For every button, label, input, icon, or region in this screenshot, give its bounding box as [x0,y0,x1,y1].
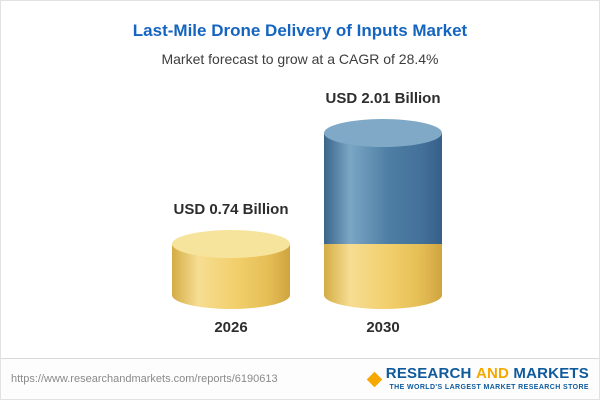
cylinder-2030 [324,119,442,309]
cylinder-2026-top-face [172,230,290,258]
cylinder-2030-growth-segment [324,133,442,244]
logo-tagline: THE WORLD'S LARGEST MARKET RESEARCH STOR… [389,384,589,392]
chart-subtitle: Market forecast to grow at a CAGR of 28.… [161,51,439,67]
report-url[interactable]: https://www.researchandmarkets.com/repor… [11,373,278,385]
x-label-2026: 2026 [214,319,248,336]
logo-word-and: AND [475,364,510,382]
chart-header: Last-Mile Drone Delivery of Inputs Marke… [1,1,599,67]
cylinder-2030-top-face [324,119,442,147]
x-label-2030: 2030 [366,319,400,336]
logo-wordmark: RESEARCH AND MARKETS [385,364,589,383]
research-and-markets-logo[interactable]: RESEARCH AND MARKETS THE WORLD'S LARGEST… [366,364,589,392]
cylinder-2030-base-segment [324,244,442,309]
logo-word-markets: MARKETS [513,364,589,382]
bar-2030: USD 2.01 Billion [324,90,442,309]
value-label-2026: USD 0.74 Billion [173,201,289,218]
logo-word-research: RESEARCH [385,364,472,382]
logo-diamond-icon [366,371,383,387]
value-label-2030: USD 2.01 Billion [325,90,441,107]
cylinder-2026 [172,230,290,309]
chart-title: Last-Mile Drone Delivery of Inputs Marke… [132,21,468,40]
footer-bar: https://www.researchandmarkets.com/repor… [1,358,599,399]
bar-2026: USD 0.74 Billion [172,201,290,309]
